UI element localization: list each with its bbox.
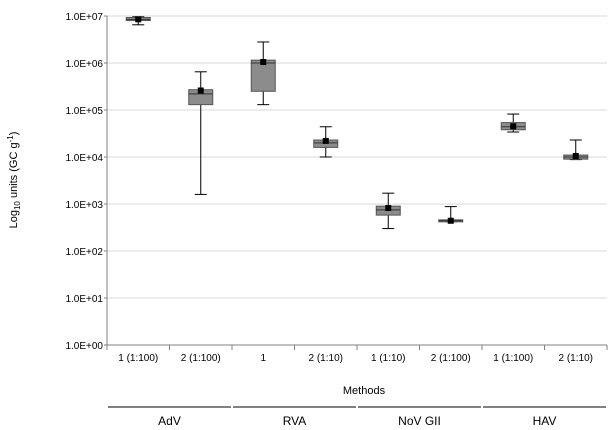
y-tick-label: 1.0E+01: [65, 294, 103, 305]
axes: [104, 15, 608, 350]
mean-marker: [260, 59, 267, 66]
x-tick-label: 2 (1:100): [181, 353, 221, 364]
x-tick-label: 1 (1:10): [371, 353, 405, 364]
grid-lines: [107, 15, 607, 346]
group-label: AdV: [158, 414, 181, 428]
y-tick-label: 1.0E+07: [65, 12, 103, 23]
group-label: HAV: [533, 414, 557, 428]
group-label: NoV GII: [398, 414, 441, 428]
method-groups: AdV RVA NoV GII HAV: [108, 406, 606, 428]
box-6: [438, 206, 464, 224]
mean-marker: [197, 87, 204, 94]
y-axis-label-subscript: 10: [13, 201, 22, 210]
y-axis-tick-labels: 1.0E+00 1.0E+01 1.0E+02 1.0E+03 1.0E+04 1.0E+…: [65, 12, 103, 352]
box-5: [375, 192, 401, 230]
box-8: [563, 139, 589, 161]
mean-marker: [572, 153, 579, 160]
y-tick-label: 1.0E+03: [65, 200, 103, 211]
box-4: [313, 126, 339, 158]
x-tick-label: 2 (1:10): [309, 353, 343, 364]
y-tick-label: 1.0E+05: [65, 106, 103, 117]
box-3: [250, 41, 276, 106]
group-label: RVA: [283, 414, 307, 428]
mean-marker: [510, 123, 517, 130]
x-tick-label: 1: [260, 353, 266, 364]
box-1: [125, 16, 151, 26]
y-axis-label-superscript: -1: [6, 135, 15, 143]
box-7: [500, 113, 526, 133]
x-tick-label: 2 (1:10): [559, 353, 593, 364]
y-tick-label: 1.0E+04: [65, 153, 103, 164]
y-tick-label: 1.0E+06: [65, 59, 103, 70]
y-tick-label: 1.0E+00: [65, 341, 103, 352]
y-tick-label: 1.0E+02: [65, 247, 103, 258]
y-axis-label-prefix: Log: [8, 210, 20, 228]
mean-marker: [447, 217, 454, 224]
y-axis-label-suffix: ): [8, 132, 20, 136]
y-axis-label: Log10 units (GC g-1): [6, 132, 22, 229]
mean-marker: [322, 137, 329, 144]
x-axis-tick-labels: 1 (1:100) 2 (1:100) 1 2 (1:10) 1 (1:10) 2 (1:…: [118, 353, 593, 364]
boxes: [125, 16, 589, 230]
y-axis-label-mid: units (GC g: [8, 142, 20, 201]
x-tick-label: 1 (1:100): [493, 353, 533, 364]
box-2: [188, 71, 214, 195]
x-axis-label: Methods: [343, 385, 386, 397]
x-tick-label: 2 (1:100): [431, 353, 471, 364]
mean-marker: [135, 16, 142, 23]
mean-marker: [385, 205, 392, 212]
x-tick-label: 1 (1:100): [118, 353, 158, 364]
